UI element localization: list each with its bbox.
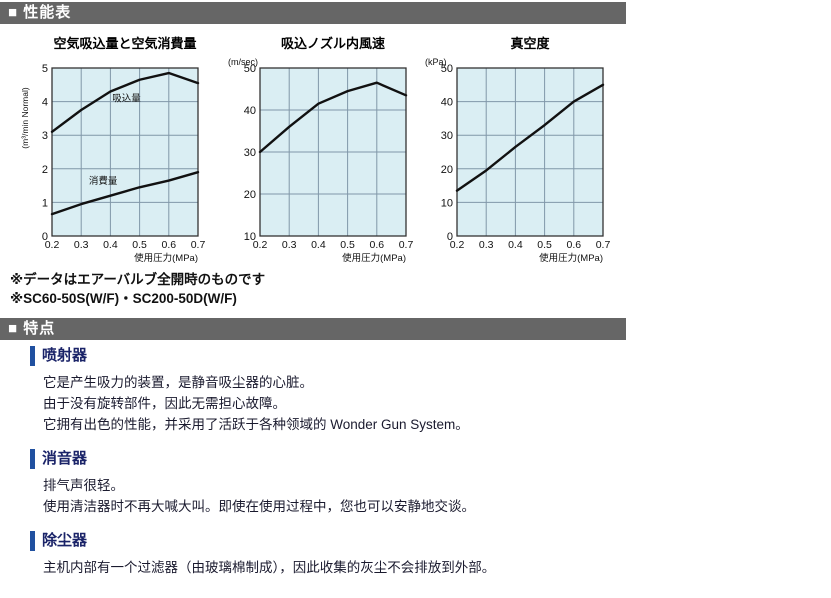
svg-text:0.5: 0.5 bbox=[340, 239, 355, 251]
chart-canvas: 0 10 20 30 40 50 0.2 0.3 0.4 0.5 0.6 0.7 使用圧力(MPa) (k… bbox=[423, 54, 613, 271]
chart-canvas: 10 20 30 40 50 0.2 0.3 0.4 0.5 0.6 0.7 使用圧力(MPa) (m/… bbox=[226, 54, 416, 271]
feature-text-line: 使用清洁器时不再大喊大叫。即使在使用过程中，您也可以安静地交谈。 bbox=[43, 499, 475, 514]
svg-text:4: 4 bbox=[42, 97, 48, 109]
svg-text:1: 1 bbox=[42, 197, 48, 209]
note-models: ※SC60-50S(W/F)・SC200-50D(W/F) bbox=[10, 291, 237, 306]
feature-text-line: 它是产生吸力的装置，是静音吸尘器的心脏。 bbox=[43, 375, 313, 390]
svg-text:0.2: 0.2 bbox=[45, 239, 60, 251]
chart-air-intake-consumption: 空気吸込量と空気消費量 吸込量消費量 0 1 2 3 4 5 0.2 0.3 0.4 0.5 0.6 0… bbox=[18, 36, 208, 271]
feature-text-line: 由于没有旋转部件，因此无需担心故障。 bbox=[43, 396, 286, 411]
svg-text:0.3: 0.3 bbox=[479, 239, 494, 251]
features-list: 喷射器 它是产生吸力的装置，是静音吸尘器的心脏。 由于没有旋转部件，因此无需担心… bbox=[30, 346, 810, 592]
svg-text:0.3: 0.3 bbox=[74, 239, 89, 251]
performance-section-header: ■ 性能表 bbox=[0, 2, 626, 24]
svg-text:50: 50 bbox=[441, 63, 453, 75]
svg-text:2: 2 bbox=[42, 164, 48, 176]
svg-text:0.6: 0.6 bbox=[369, 239, 384, 251]
feature-heading: 消音器 bbox=[30, 449, 810, 469]
svg-text:0: 0 bbox=[42, 231, 48, 243]
chart-nozzle-wind-speed: 吸込ノズル内風速 10 20 30 40 50 0.2 0.3 0.4 0.5 0.6 0.7 使用圧… bbox=[226, 36, 416, 271]
svg-text:0.2: 0.2 bbox=[253, 239, 268, 251]
svg-text:20: 20 bbox=[441, 164, 453, 176]
svg-text:0.6: 0.6 bbox=[566, 239, 581, 251]
svg-text:40: 40 bbox=[441, 97, 453, 109]
svg-text:0.2: 0.2 bbox=[450, 239, 465, 251]
svg-text:0.7: 0.7 bbox=[191, 239, 206, 251]
chart-title: 空気吸込量と空気消費量 bbox=[53, 36, 197, 51]
svg-text:40: 40 bbox=[244, 105, 256, 117]
chart-vacuum-degree: 真空度 0 10 20 30 40 50 0.2 0.3 0.4 0.5 0.6 0.7 使用圧力(MP… bbox=[423, 36, 613, 271]
chart-canvas: 吸込量消費量 0 1 2 3 4 5 0.2 0.3 0.4 0.5 0.6 0.7 使用圧力(MPa) (… bbox=[18, 54, 208, 271]
chart-notes: ※データはエアーバルブ全開時のものです ※SC60-50S(W/F)・SC200… bbox=[10, 270, 265, 308]
features-section-header: ■ 特点 bbox=[0, 318, 626, 340]
svg-text:(m³/min Normal): (m³/min Normal) bbox=[20, 87, 30, 149]
svg-text:0.6: 0.6 bbox=[161, 239, 176, 251]
svg-text:0.4: 0.4 bbox=[508, 239, 523, 251]
svg-text:10: 10 bbox=[441, 197, 453, 209]
svg-text:使用圧力(MPa): 使用圧力(MPa) bbox=[342, 252, 406, 264]
chart-title: 真空度 bbox=[510, 36, 550, 51]
feature-section-dust-collector: 除尘器 主机内部有一个过滤器（由玻璃棉制成），因此收集的灰尘不会排放到外部。 bbox=[30, 531, 810, 578]
svg-text:0.7: 0.7 bbox=[596, 239, 611, 251]
svg-text:50: 50 bbox=[244, 63, 256, 75]
svg-text:吸込量: 吸込量 bbox=[112, 94, 141, 105]
svg-text:(m/sec): (m/sec) bbox=[228, 57, 258, 67]
svg-text:(kPa): (kPa) bbox=[425, 57, 447, 67]
feature-section-injector: 喷射器 它是产生吸力的装置，是静音吸尘器的心脏。 由于没有旋转部件，因此无需担心… bbox=[30, 346, 810, 435]
feature-text-line: 它拥有出色的性能，并采用了活跃于各种领域的 Wonder Gun System。 bbox=[43, 417, 469, 432]
svg-text:3: 3 bbox=[42, 130, 48, 142]
svg-text:0.4: 0.4 bbox=[103, 239, 118, 251]
feature-heading: 除尘器 bbox=[30, 531, 810, 551]
svg-text:消費量: 消費量 bbox=[89, 175, 118, 187]
svg-text:0.7: 0.7 bbox=[399, 239, 414, 251]
feature-heading: 喷射器 bbox=[30, 346, 810, 366]
chart-title: 吸込ノズル内風速 bbox=[280, 36, 385, 51]
feature-text-line: 排气声很轻。 bbox=[43, 478, 124, 493]
svg-text:5: 5 bbox=[42, 63, 48, 75]
svg-text:0.3: 0.3 bbox=[282, 239, 297, 251]
svg-text:使用圧力(MPa): 使用圧力(MPa) bbox=[134, 252, 198, 264]
svg-text:30: 30 bbox=[244, 147, 256, 159]
svg-text:0.4: 0.4 bbox=[311, 239, 326, 251]
svg-text:10: 10 bbox=[244, 231, 256, 243]
svg-text:使用圧力(MPa): 使用圧力(MPa) bbox=[539, 252, 603, 264]
feature-text-line: 主机内部有一个过滤器（由玻璃棉制成），因此收集的灰尘不会排放到外部。 bbox=[43, 560, 496, 575]
svg-text:0: 0 bbox=[447, 231, 453, 243]
note-air-valve: ※データはエアーバルブ全開時のものです bbox=[10, 272, 266, 287]
svg-text:0.5: 0.5 bbox=[537, 239, 552, 251]
svg-text:30: 30 bbox=[441, 130, 453, 142]
svg-text:0.5: 0.5 bbox=[132, 239, 147, 251]
svg-text:20: 20 bbox=[244, 189, 256, 201]
feature-section-muffler: 消音器 排气声很轻。 使用清洁器时不再大喊大叫。即使在使用过程中，您也可以安静地… bbox=[30, 449, 810, 517]
